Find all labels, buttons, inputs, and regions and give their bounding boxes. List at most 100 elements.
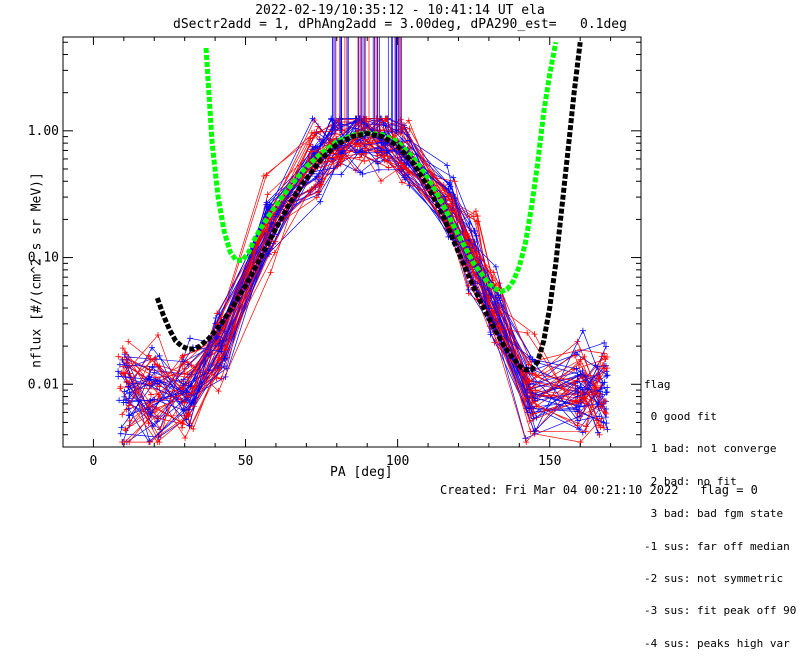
flux-point <box>266 201 273 208</box>
flux-point <box>361 158 368 165</box>
flux-point <box>213 334 220 341</box>
legend-title: flag <box>644 377 671 391</box>
flux-point <box>155 332 161 338</box>
flux-point <box>180 376 187 383</box>
flux-point <box>145 374 152 381</box>
flux-point <box>125 405 132 412</box>
flux-point <box>317 198 324 205</box>
flux-point <box>447 189 454 196</box>
flux-point <box>492 263 499 270</box>
flux-point <box>152 374 159 381</box>
flux-point <box>592 385 599 392</box>
flux-point <box>466 233 473 239</box>
flux-point <box>307 148 314 155</box>
flux-point <box>597 388 604 395</box>
flux-point <box>309 115 316 122</box>
flux-point <box>146 380 153 387</box>
flux-point <box>596 390 603 397</box>
flux-point <box>496 323 503 330</box>
flux-point <box>123 359 130 365</box>
plot-frame <box>62 36 642 448</box>
flux-point <box>446 203 453 210</box>
flux-point <box>594 429 601 436</box>
flux-point <box>267 269 274 276</box>
flux-point <box>152 355 159 362</box>
flux-point <box>186 411 193 418</box>
flux-point <box>181 371 188 377</box>
flux-point <box>264 191 271 198</box>
flux-point <box>399 179 405 186</box>
flux-point <box>604 365 611 372</box>
flux-trace <box>128 118 600 421</box>
flux-point <box>531 428 538 435</box>
flux-point <box>115 353 122 360</box>
flux-point <box>352 141 359 148</box>
flux-point <box>470 213 477 220</box>
flux-point <box>579 429 586 436</box>
flux-point <box>468 246 475 252</box>
flux-point <box>574 372 581 379</box>
flux-point <box>525 361 532 368</box>
legend-entry: 1 bad: not converge <box>644 442 777 456</box>
flux-point <box>117 430 124 437</box>
flux-point <box>156 383 163 390</box>
flux-point <box>307 135 314 142</box>
data-layer <box>115 37 611 446</box>
flux-point <box>155 415 162 422</box>
x-tick-label: 150 <box>538 454 561 469</box>
flux-point <box>125 383 132 390</box>
flux-point <box>603 343 609 350</box>
flux-point <box>126 412 133 419</box>
flux-point <box>147 356 154 362</box>
flux-point <box>374 152 381 159</box>
x-tick-label: 50 <box>238 454 254 469</box>
flux-point <box>574 393 581 400</box>
flux-point <box>602 414 609 421</box>
flux-point <box>465 286 472 293</box>
legend-entry: -2 sus: not symmetric <box>644 571 784 585</box>
flux-point <box>581 353 588 360</box>
flux-point <box>441 187 447 194</box>
flux-point <box>381 157 388 164</box>
flux-point <box>405 117 412 124</box>
flux-point <box>490 269 497 276</box>
flux-point <box>121 388 128 395</box>
legend-entry: 2 bad: no fit <box>644 474 737 488</box>
flux-point <box>126 417 133 424</box>
flux-point <box>263 199 270 206</box>
flux-point <box>574 422 581 429</box>
flux-point <box>149 364 156 371</box>
flux-point <box>338 171 345 178</box>
flux-point <box>186 422 193 429</box>
y-tick-label: 0.10 <box>28 251 59 266</box>
flux-point <box>524 329 531 336</box>
flux-point <box>312 176 319 183</box>
flux-point <box>148 391 154 398</box>
flux-point <box>119 345 126 352</box>
flux-point <box>602 409 609 416</box>
flux-point <box>307 187 313 194</box>
flux-point <box>179 424 186 431</box>
flux-trace <box>123 118 607 399</box>
flux-point <box>525 377 532 384</box>
flux-point <box>125 354 132 361</box>
flux-point <box>378 140 385 146</box>
flux-point <box>383 150 390 156</box>
legend-entry: -3 sus: fit peak off 90 <box>644 604 797 618</box>
flux-point <box>495 292 502 298</box>
x-axis-label: PA [deg] <box>330 465 393 480</box>
flux-point <box>582 428 589 435</box>
flux-point <box>221 363 227 370</box>
flux-point <box>360 140 367 147</box>
flux-point <box>580 378 587 385</box>
chart-svg: 0 50 100 150 0.01 0.10 1.00 <box>28 36 642 469</box>
chart-title: 2022-02-19/10:35:12 - 10:41:14 UT ela <box>255 3 545 18</box>
flux-point <box>181 399 188 406</box>
flux-point <box>147 439 153 446</box>
flux-point <box>599 391 606 398</box>
flux-point <box>384 153 391 159</box>
flux-point <box>523 439 530 446</box>
flux-point <box>380 122 387 129</box>
flux-point <box>401 174 408 181</box>
legend-entry: -1 sus: far off median <box>644 539 790 553</box>
